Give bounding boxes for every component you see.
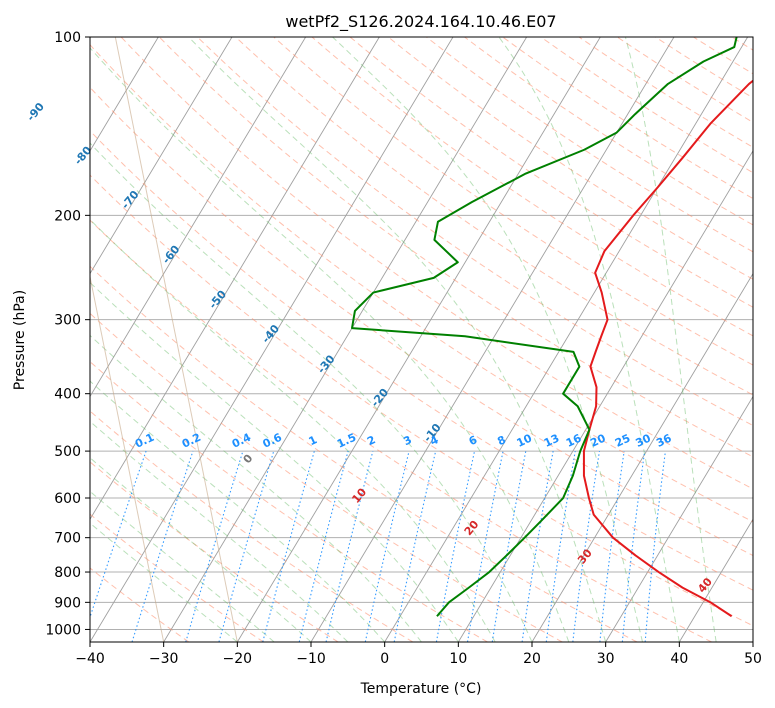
background-lines [90, 37, 753, 642]
moist-adiabat-line [90, 457, 312, 642]
x-tick-label: 50 [744, 651, 762, 667]
y-tick-label: 300 [54, 313, 81, 329]
x-tick-label: 20 [523, 651, 541, 667]
mixing-ratio-label: 25 [613, 432, 632, 450]
isotherm-line [531, 272, 753, 642]
plot-frame [89, 36, 754, 643]
boundary-curve-line [90, 274, 165, 642]
x-tick-label: 10 [449, 651, 467, 667]
moist-adiabat-line [498, 37, 680, 642]
dry-adiabat-line [90, 265, 638, 642]
dry-adiabat-line [349, 37, 753, 308]
y-tick-label: 900 [54, 595, 81, 611]
x-tick-label: −30 [149, 651, 179, 667]
isotherm-line [236, 37, 601, 642]
isotherm-line [163, 37, 528, 642]
x-ticks: −40 −30 −20 −10 0 10 20 30 40 50 [75, 642, 762, 667]
isotherm-line [90, 37, 380, 521]
x-tick-label: 30 [597, 651, 615, 667]
mixing-ratio-line [364, 450, 410, 642]
mixing-ratio-line [545, 451, 576, 642]
moist-adiabat-line [332, 37, 643, 642]
isotherm-line [384, 37, 749, 642]
dry-adiabat-line [90, 219, 712, 642]
dry-adiabat-line [90, 174, 753, 627]
mixing-ratio-label: 10 [515, 431, 535, 449]
dry-adiabat-line [90, 567, 190, 642]
moist-adiabat-line [188, 37, 607, 642]
mixing-ratio-line [185, 450, 244, 642]
y-tick-label: 100 [54, 30, 81, 46]
mixing-ratio-line [131, 450, 194, 642]
isotherm-line [90, 37, 307, 398]
y-tick-label: 200 [54, 208, 81, 224]
chart-title: wetPf2_S126.2024.164.10.46.E07 [285, 12, 556, 32]
dry-adiabat-line [90, 312, 563, 642]
dry-adiabat-line [90, 360, 488, 642]
x-tick-label: −20 [223, 651, 253, 667]
y-tick-label: 700 [54, 531, 81, 547]
mixing-ratio-line [521, 451, 554, 642]
isotherm-line [90, 37, 454, 642]
moist-adiabat-line [90, 281, 459, 642]
mixing-ratio-line [218, 450, 275, 642]
isotherm-line [90, 37, 233, 275]
moist-adiabat-line [90, 142, 533, 642]
x-tick-label: −10 [296, 651, 326, 667]
dry-adiabat-line [120, 37, 753, 490]
mixing-ratio-line [572, 451, 601, 642]
moist-adiabat-line [90, 420, 349, 642]
y-tick-label: 500 [54, 444, 81, 460]
mixing-ratio-label: 30 [634, 431, 654, 449]
temperature-profile-line [582, 79, 753, 618]
dry-adiabat-line [90, 513, 264, 642]
dry-adiabat-line [197, 37, 753, 427]
x-axis-label: Temperature (°C) [360, 681, 482, 697]
y-ticks: 100 200 300 400 500 600 700 800 900 1000 [45, 30, 90, 638]
isotherm-line [457, 150, 753, 642]
isotherm-line [678, 518, 753, 642]
mixing-ratio-label: 13 [542, 432, 561, 450]
profile-series [351, 37, 753, 618]
mixing-ratio-label: 16 [564, 431, 584, 449]
boundary-curve-line [114, 37, 238, 642]
moist-adiabat-line [624, 37, 717, 642]
mixing-ratio-line [621, 451, 646, 642]
mixing-ratio-label: 20 [588, 431, 608, 449]
x-tick-label: 40 [670, 651, 688, 667]
isotherm-line [90, 37, 159, 152]
y-tick-label: 600 [54, 491, 81, 507]
mixing-ratio-line [298, 450, 349, 642]
moist-adiabat-line [90, 334, 422, 642]
mixing-ratio-line [262, 450, 315, 642]
mixing-ratio-line [325, 450, 374, 642]
y-tick-label: 400 [54, 387, 81, 403]
moist-adiabat-line [90, 380, 386, 642]
mixing-ratio-line [599, 451, 625, 642]
moist-adiabat-line [90, 47, 570, 642]
mixing-ratio-line [644, 451, 666, 642]
y-axis-label: Pressure (hPa) [12, 290, 28, 390]
x-tick-label: −40 [75, 651, 105, 667]
dewpoint-profile-line [351, 37, 738, 617]
moist-adiabat-line [90, 218, 496, 642]
isotherm-line [605, 395, 753, 642]
x-tick-label: 0 [380, 651, 389, 667]
y-tick-label: 800 [54, 565, 81, 581]
mixing-ratio-label: 36 [654, 431, 674, 449]
y-tick-label: 1000 [45, 622, 81, 638]
dry-adiabat-line [311, 37, 753, 337]
dry-adiabat-line [158, 37, 753, 458]
